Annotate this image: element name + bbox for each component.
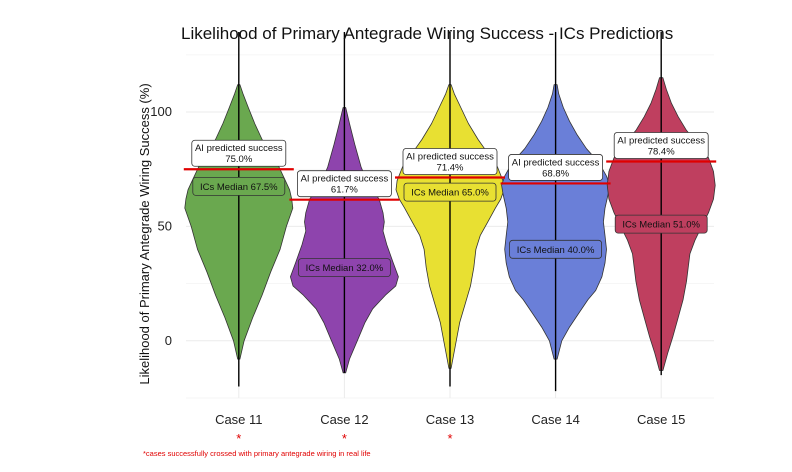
ai-value-text: 75.0% <box>225 154 252 165</box>
ai-label-text: AI predicted success <box>195 143 283 154</box>
y-tick-label: 0 <box>165 333 172 348</box>
median-label-box-4 <box>509 239 603 259</box>
success-marker-star: * <box>342 431 347 446</box>
ai-label-box-3 <box>402 148 498 175</box>
success-marker-star: * <box>447 431 452 446</box>
ai-value-text: 78.4% <box>648 146 675 157</box>
violins <box>184 31 716 392</box>
median-label-text: ICs Median 32.0% <box>306 263 384 274</box>
ai-label-text: AI predicted success <box>617 135 705 146</box>
ai-label-text: AI predicted success <box>512 157 600 168</box>
median-label-text: ICs Median 67.5% <box>200 182 278 193</box>
y-axis-ticks: 0 50 100 <box>150 104 172 348</box>
ai-label-box-2 <box>296 170 392 198</box>
ai-label-box-4 <box>508 154 604 181</box>
y-axis-label: Likelihood of Primary Antegrade Wiring S… <box>137 83 152 384</box>
ai-label-box-5 <box>613 132 709 159</box>
median-label-box-3 <box>403 182 497 202</box>
ai-label-text: AI predicted success <box>301 174 389 185</box>
ai-value-text: 71.4% <box>437 162 464 173</box>
chart-title: Likelihood of Primary Antegrade Wiring S… <box>181 24 673 43</box>
ai-value-text: 68.8% <box>542 168 569 179</box>
x-axis-ticks: Case 11 * Case 12 * Case 13 * Case 14 Case 15 <box>215 412 685 446</box>
median-label-box-2 <box>297 258 391 278</box>
ai-label-text: AI predicted success <box>406 151 494 162</box>
y-tick-label: 50 <box>158 218 172 233</box>
x-tick-label: Case 14 <box>531 412 579 427</box>
footnote: *cases successfully crossed with primary… <box>143 449 371 458</box>
x-tick-label: Case 15 <box>637 412 685 427</box>
median-label-text: ICs Median 51.0% <box>622 220 700 231</box>
median-label-box-5 <box>614 214 708 234</box>
median-label-text: ICs Median 65.0% <box>411 188 489 199</box>
ai-value-text: 61.7% <box>331 185 358 196</box>
ai-label-box-1 <box>191 139 287 167</box>
x-tick-label: Case 13 <box>426 412 474 427</box>
median-label-text: ICs Median 40.0% <box>517 245 595 256</box>
success-marker-star: * <box>236 431 241 446</box>
median-label-box-1 <box>192 176 286 196</box>
x-tick-label: Case 12 <box>320 412 368 427</box>
x-tick-label: Case 11 <box>215 412 262 427</box>
y-tick-label: 100 <box>150 104 172 119</box>
